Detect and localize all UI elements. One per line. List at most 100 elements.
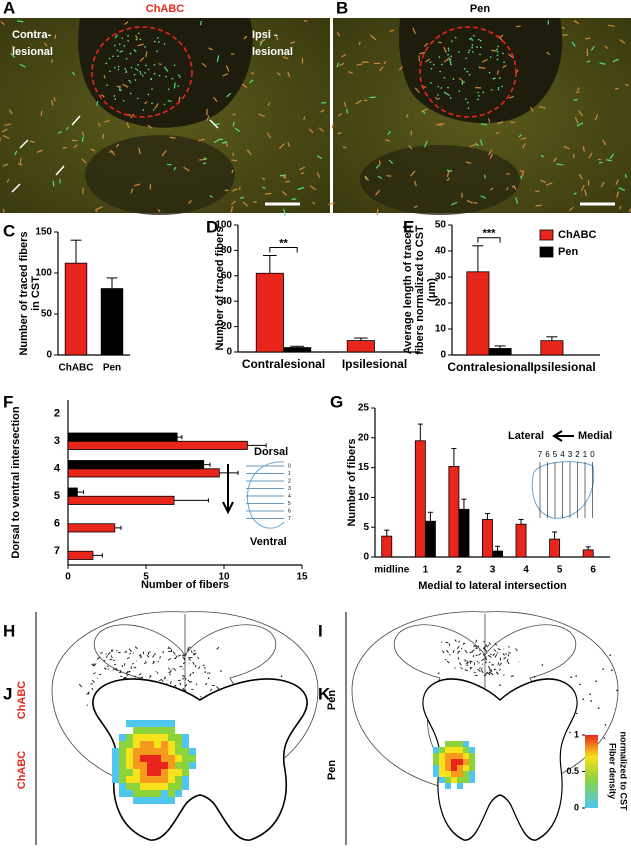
heat-cell [175,734,182,741]
fiber [484,656,487,660]
heat-cell [154,769,161,776]
y-axis-label: Average length of traced [402,226,414,355]
speck [137,43,144,47]
heat-cell [140,790,147,797]
heat-cell [439,765,445,771]
x-tick-label: 0 [65,572,71,583]
heat-cell [168,762,175,769]
speck [151,102,153,105]
speck [59,179,61,184]
speck [206,115,210,121]
speck [2,208,5,213]
speck [438,97,440,100]
fiber [157,660,160,663]
speck [573,192,577,196]
y-tick-label: 0 [440,350,446,361]
error-bar [552,531,558,540]
speck [119,89,122,92]
fiber [110,655,113,659]
speck [152,109,155,111]
heat-cell [463,777,469,783]
speck [147,124,153,129]
speck [478,66,481,69]
speck [547,20,549,25]
panel-label: E [403,217,414,236]
y-tick-label: 20 [435,298,447,309]
inset-outline [247,461,285,529]
speck [573,98,578,101]
fiber [197,666,201,669]
speck [81,131,85,137]
cst-outline [419,26,517,118]
fiber [493,668,497,671]
speck [153,40,156,43]
speck [375,164,381,169]
speck [151,88,153,90]
heat-cell [457,741,463,747]
speck [14,150,18,156]
fiber [91,663,95,667]
fiber [110,649,113,652]
speck [449,58,452,61]
speck [435,124,443,126]
heat-cell [161,790,168,797]
heat-cell [463,753,469,759]
speck [413,180,417,187]
speck [28,31,34,36]
fiber [477,668,481,673]
speck [145,51,148,58]
heat-cell [463,741,469,747]
error-bar [174,498,209,503]
heat-cell [433,747,439,753]
fiber [197,656,200,659]
heat-cell [433,771,439,777]
speck [161,150,167,157]
speck [4,123,12,126]
fiber [156,672,159,675]
speck [142,109,145,111]
fiber [454,639,457,642]
speck [448,49,450,52]
speck [130,66,133,69]
speck [408,144,413,150]
cst-outline [91,26,193,118]
speck [378,160,381,165]
fiber [184,684,188,687]
x-tick-label: Contralesional [447,360,530,374]
heat-cell [168,797,175,804]
fiber [138,672,142,676]
fiber [118,671,122,674]
speck [515,25,521,28]
heat-cell [182,748,189,755]
speck [443,46,447,54]
speck [118,43,121,46]
y-tick-label: 25 [358,403,370,414]
heat-cell [439,759,445,765]
heat-cell [126,776,133,783]
speck [154,103,159,109]
y-tick-label: 60 [221,270,233,281]
speck [553,157,558,163]
speck [387,130,391,136]
speck [458,90,461,92]
heat-cell [154,741,161,748]
speck [356,63,363,66]
heat-cell [161,748,168,755]
bar [346,340,375,353]
bar [67,468,220,478]
fiber [481,658,485,662]
heat-cell [154,776,161,783]
speck [538,106,546,109]
fiber [498,662,502,666]
speck [321,102,327,104]
speck [158,74,161,77]
speck [468,73,471,76]
speck [208,47,214,51]
speck [138,148,142,155]
speck [561,26,565,30]
dark-region [399,18,563,124]
fiber [92,672,96,675]
speck [414,87,420,94]
heat-cell [140,762,147,769]
speck [604,45,609,49]
